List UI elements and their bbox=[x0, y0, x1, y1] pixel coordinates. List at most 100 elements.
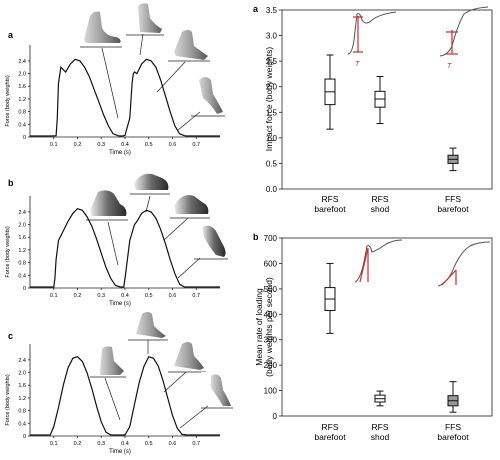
y-tick-label: 0.5 bbox=[266, 159, 278, 168]
shoe-image-b4 bbox=[194, 223, 228, 260]
y-axis-label: Mean rate of loading(body weights per se… bbox=[254, 277, 274, 377]
box-panel-impact: a 0.0 0.5 1.0 1.5 2.0 2.5 3.0 3.5 Impact force (… bbox=[253, 4, 493, 214]
foot-image-c2 bbox=[128, 308, 168, 341]
x-tick-label: 0.2 bbox=[74, 142, 82, 148]
x-tick-label: 0.3 bbox=[97, 142, 105, 148]
box-panel-impact-boxes bbox=[324, 54, 459, 172]
y-tick-label: 2.0 bbox=[18, 223, 26, 229]
y-tick-label: 2.4 bbox=[18, 358, 26, 364]
trace-panel-a: a 00.40.81.21.62.02.40.1 0.2 0.3 0.4 0.5 0.6 0… bbox=[5, 0, 225, 156]
x-tick-label: 0.6 bbox=[169, 142, 177, 148]
impact-inset-rfs: T bbox=[347, 11, 397, 68]
y-axis-label: Impact force (body weights) bbox=[264, 47, 274, 152]
y-tick-label: 1.2 bbox=[18, 396, 26, 402]
y-tick-label: 2.4 bbox=[18, 59, 26, 65]
panel-a-foot-images bbox=[80, 0, 225, 117]
x-tick-label: 0.1 bbox=[50, 142, 58, 148]
category-label: RFS bbox=[372, 194, 389, 204]
box-panel-impact-axes: 0.0 0.5 1.0 1.5 2.0 2.5 3.0 3.5 Impact force (bo… bbox=[264, 6, 493, 194]
force-trace-c bbox=[30, 355, 220, 436]
y-axis-label: Force (body weights) bbox=[5, 75, 11, 127]
panel-c-foot-images bbox=[90, 308, 233, 409]
plot-frame bbox=[281, 9, 493, 190]
loading-inset-rfs bbox=[354, 239, 403, 283]
category-label: RFS bbox=[322, 194, 339, 204]
box-panel-label-b: b bbox=[253, 232, 259, 242]
panel-c-axes: 0 0.4 0.8 1.2 1.6 2.0 2.4 0.1 0.2 0.3 0.4 0.5 0.6 0.7… bbox=[5, 344, 220, 455]
y-tick-label: 3.0 bbox=[266, 32, 278, 41]
shoe-image-b3 bbox=[170, 188, 210, 219]
loading-inset-ffs bbox=[437, 241, 491, 287]
y-tick-label: 0 bbox=[23, 434, 26, 440]
y-tick-label: 300 bbox=[264, 336, 278, 345]
panel-c-pointers bbox=[104, 340, 209, 429]
panel-label-b: b bbox=[8, 178, 14, 188]
panel-a-pointers bbox=[101, 33, 201, 131]
y-tick-label: 0.0 bbox=[266, 185, 278, 194]
y-tick-label: 1.6 bbox=[18, 383, 26, 389]
y-tick-label: 600 bbox=[264, 259, 278, 268]
foot-image-a1 bbox=[80, 8, 122, 48]
category-label: RFS bbox=[372, 422, 389, 432]
y-axis-label: Force (body weights) bbox=[5, 226, 11, 278]
force-trace-b bbox=[30, 208, 220, 288]
category-label: FFS bbox=[445, 422, 461, 432]
foot-image-c4 bbox=[201, 372, 233, 409]
y-tick-label: 0.8 bbox=[18, 261, 26, 267]
panel-b-pointers bbox=[107, 195, 201, 279]
impact-inset-t-label-rfs: T bbox=[355, 61, 360, 68]
x-axis-label: Time (s) bbox=[109, 301, 131, 307]
y-tick-label: 0.8 bbox=[18, 110, 26, 116]
y-tick-label: 1.5 bbox=[266, 108, 278, 117]
category-label: barefoot bbox=[437, 204, 469, 214]
y-tick-label: 0.4 bbox=[18, 122, 26, 128]
panel-b-axes: 0 0.4 0.8 1.2 1.6 2.0 2.4 0.1 0.2 0.3 0.4 0.5 0.6 0.7… bbox=[5, 196, 220, 307]
impact-inset-ffs: T bbox=[439, 6, 489, 70]
y-tick-label: 2.0 bbox=[18, 371, 26, 377]
y-tick-label: 200 bbox=[264, 361, 278, 370]
y-tick-label: 500 bbox=[264, 285, 278, 294]
x-tick-label: 0.4 bbox=[121, 441, 129, 447]
category-label: barefoot bbox=[314, 204, 346, 214]
foot-image-a2 bbox=[126, 0, 164, 36]
y-tick-label: 1.6 bbox=[18, 84, 26, 90]
y-tick-label: 2.4 bbox=[18, 210, 26, 216]
panel-label-c: c bbox=[8, 331, 13, 341]
x-tick-label: 0.3 bbox=[97, 293, 105, 299]
category-label: barefoot bbox=[437, 432, 469, 442]
x-tick-label: 0.7 bbox=[192, 441, 200, 447]
x-tick-label: 0.3 bbox=[97, 441, 105, 447]
x-tick-label: 0.5 bbox=[145, 293, 153, 299]
force-trace-a bbox=[30, 58, 220, 137]
box-panel-loading-rate: b 0 100 200 300 400 500 600 700 Mean rate of loa… bbox=[253, 232, 493, 442]
x-tick-label: 0.4 bbox=[121, 293, 129, 299]
panel-label-a: a bbox=[8, 30, 14, 40]
foot-image-c1 bbox=[90, 343, 126, 378]
y-tick-label: 100 bbox=[264, 387, 278, 396]
shoe-image-b2 bbox=[130, 168, 170, 195]
x-tick-label: 0.2 bbox=[74, 293, 82, 299]
y-tick-label: 1.6 bbox=[18, 235, 26, 241]
y-tick-label: 0.8 bbox=[18, 409, 26, 415]
x-tick-label: 0.6 bbox=[169, 293, 177, 299]
y-tick-label: 1.2 bbox=[18, 248, 26, 254]
plot-frame bbox=[281, 237, 493, 417]
x-tick-label: 0.7 bbox=[192, 293, 200, 299]
x-tick-label: 0.1 bbox=[50, 441, 58, 447]
category-label: RFS bbox=[322, 422, 339, 432]
box-panel-label-a: a bbox=[253, 4, 259, 14]
impact-inset-t-label-ffs: T bbox=[447, 63, 452, 70]
y-tick-label: 2.0 bbox=[266, 83, 278, 92]
y-tick-label: 1.2 bbox=[18, 97, 26, 103]
y-tick-label: 2.0 bbox=[18, 72, 26, 78]
y-tick-label: 1.0 bbox=[266, 134, 278, 143]
box-panel-loading-boxes bbox=[324, 262, 459, 413]
y-tick-label: 3.5 bbox=[266, 6, 278, 15]
category-label: shod bbox=[371, 432, 390, 442]
y-tick-label: 0.4 bbox=[18, 421, 26, 427]
y-tick-label: 400 bbox=[264, 310, 278, 319]
trace-panel-b: b 00.40.81.21.62.02.40.1 0.2 0.3 0.4 0.5 0.6 0… bbox=[5, 168, 228, 307]
